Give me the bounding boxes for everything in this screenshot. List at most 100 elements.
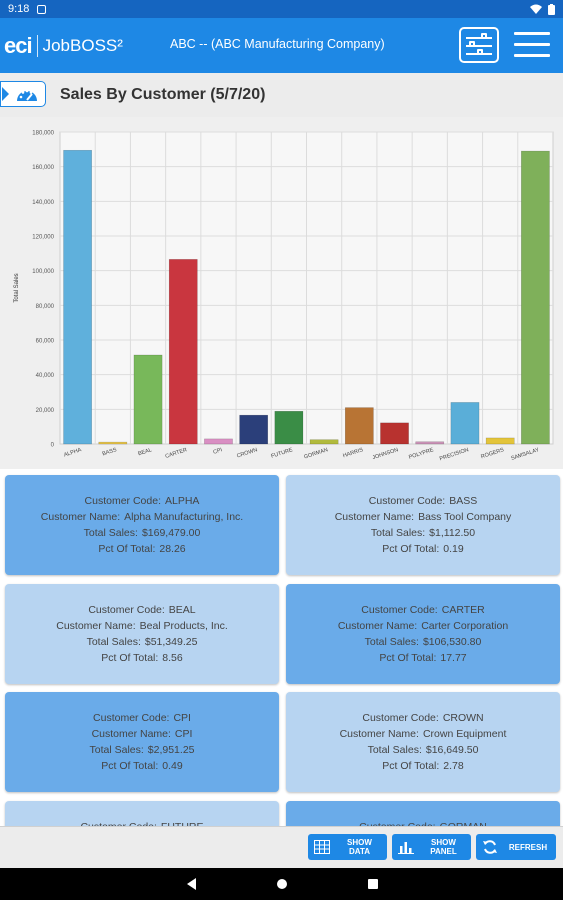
app-logo: eci JobBOSS² (0, 33, 123, 59)
card-line-code: Customer Code: ALPHA (5, 495, 279, 507)
show-panel-label-1: SHOW (431, 838, 456, 847)
card-value-code: CROWN (442, 712, 484, 724)
show-panel-label-2: PANEL (430, 847, 457, 856)
bar-chart-icon (398, 842, 414, 854)
card-value-name: Bass Tool Company (418, 511, 512, 523)
card-value-pct: 2.78 (443, 760, 464, 772)
dashboard-toggle-button[interactable] (0, 81, 46, 107)
customer-card[interactable]: Customer Code: CARTER Customer Name: Carter… (286, 583, 560, 684)
customer-card[interactable]: Customer Code: BASS Customer Name: Bass Too… (286, 475, 560, 575)
bar-samsalay (521, 150, 550, 445)
card-value-name: Crown Equipment (422, 728, 507, 740)
slider-knob-icon (477, 49, 483, 55)
customer-card[interactable]: Customer Code:GORMANCustomer Name:Total … (286, 800, 560, 827)
customer-card[interactable]: Customer Code: ALPHA Customer Name: Alpha M… (5, 475, 279, 575)
customer-card[interactable]: Customer Code: BEAL Customer Name: Beal Pro… (5, 583, 279, 684)
x-tick-label: BASS (102, 447, 118, 457)
card-line-sales: Total Sales: $51,349.25 (5, 636, 279, 648)
y-tick-label: 140,000 (32, 200, 54, 206)
show-data-button[interactable]: SHOW DATA (308, 834, 387, 860)
sub-header: Sales By Customer (5/7/20) (0, 73, 563, 117)
card-value-code: CARTER (441, 603, 485, 616)
card-label-code: Customer Code: (362, 712, 439, 724)
bar-harris (344, 407, 374, 445)
y-tick-label: 80,000 (36, 304, 55, 310)
card-label-code: Customer Code: (368, 495, 446, 507)
logo-eci: eci (4, 32, 33, 58)
logo-jobboss: JobBOSS² (42, 35, 123, 55)
card-line-sales: Total Sales: $106,530.80 (286, 636, 560, 648)
y-tick-label: 160,000 (32, 165, 54, 171)
card-label-pct: Pct Of Total: (101, 651, 159, 664)
card-label-pct: Pct Of Total: (379, 651, 437, 664)
card-label-code: Customer Code: (88, 603, 165, 616)
card-label-name: Customer Name: (337, 619, 418, 632)
sales-chart: 0 20,000 40,000 60,000 80,000 100,000 120,000 1… (0, 117, 563, 469)
card-value-name: Beal Products, Inc. (139, 619, 228, 632)
status-bar: 9:18 (0, 0, 563, 18)
show-panel-button[interactable]: SHOW PANEL (392, 834, 471, 860)
card-line-name: Customer Name: Beal Products, Inc. (5, 620, 279, 632)
card-line-name: Customer Name: Bass Tool Company (286, 511, 560, 523)
customer-card[interactable]: Customer Code:FUTURECustomer Name:Total … (5, 800, 279, 826)
card-value-code: ALPHA (165, 495, 200, 507)
x-tick-label: HARRIS (342, 447, 364, 459)
card-value-code: CPI (173, 712, 191, 724)
menu-line-icon (514, 54, 550, 57)
card-label-code: Customer Code: (359, 821, 435, 827)
bar-bass (98, 441, 128, 445)
card-label-code: Customer Code: (93, 712, 170, 724)
card-line-name: Customer Name: Carter Corporation (286, 620, 560, 632)
x-tick-label: BEAL (137, 447, 152, 457)
recents-icon[interactable] (368, 879, 378, 889)
y-axis-label: Total Sales (14, 273, 20, 302)
card-label-sales: Total Sales: (86, 635, 141, 648)
hamburger-menu-button[interactable] (514, 32, 550, 58)
card-label-sales: Total Sales: (367, 744, 422, 756)
slider-knob-icon (481, 33, 487, 39)
slider-knob-icon (469, 41, 475, 47)
x-tick-label: JOHNSON (372, 447, 399, 461)
x-tick-label: GORMAN (303, 447, 328, 460)
card-label-sales: Total Sales: (364, 635, 419, 648)
card-line-pct: Pct Of Total: 0.49 (5, 760, 279, 772)
company-title: ABC -- (ABC Manufacturing Company) (170, 37, 385, 51)
bar-gorman (309, 439, 339, 445)
card-value-code: GORMAN (440, 821, 487, 827)
footer-toolbar: SHOW DATA SHOW PANEL REFRESH (0, 826, 563, 868)
x-tick-label: CARTER (165, 447, 188, 460)
card-label-sales: Total Sales: (83, 527, 138, 539)
card-line-pct: Pct Of Total: 0.19 (286, 543, 560, 555)
card-line-code: Customer Code: BASS (286, 495, 560, 507)
battery-icon (548, 3, 555, 15)
customer-card[interactable]: Customer Code: CPI Customer Name: CPI Total … (5, 692, 279, 792)
card-label-name: Customer Name: (91, 728, 171, 740)
x-tick-label: CPI (213, 447, 224, 456)
x-tick-label: FUTURE (270, 447, 293, 460)
card-line-pct: Pct Of Total: 8.56 (5, 652, 279, 664)
card-value-name: CPI (174, 728, 193, 740)
settings-sliders-button[interactable] (459, 27, 499, 63)
refresh-button[interactable]: REFRESH (476, 834, 556, 860)
y-tick-label: 100,000 (32, 269, 54, 275)
card-value-name: Alpha Manufacturing, Inc. (124, 511, 244, 523)
card-label-pct: Pct Of Total: (382, 760, 440, 772)
card-value-sales: $2,951.25 (147, 744, 195, 756)
card-value-pct: 17.77 (440, 651, 467, 664)
bar-chart-svg: 0 20,000 40,000 60,000 80,000 100,000 120,000 1… (14, 131, 554, 462)
customer-card[interactable]: Customer Code: CROWN Customer Name: Crown E… (286, 692, 560, 792)
card-label-name: Customer Name: (56, 619, 136, 632)
card-line-code: Customer Code: BEAL (5, 604, 279, 616)
x-tick-label: ALPHA (63, 447, 82, 458)
home-icon[interactable] (277, 879, 287, 889)
back-icon[interactable] (187, 878, 196, 890)
card-line-code: Customer Code: GORMAN (286, 821, 560, 827)
bar-crown (239, 414, 269, 445)
page-title: Sales By Customer (5/7/20) (60, 86, 266, 103)
refresh-label: REFRESH (508, 842, 548, 852)
card-label-name: Customer Name: (40, 511, 121, 523)
card-value-code: BEAL (168, 603, 196, 616)
customer-cards-list[interactable]: Customer Code: ALPHA Customer Name: Alpha M… (0, 469, 563, 826)
card-label-pct: Pct Of Total: (98, 543, 156, 555)
x-tick-label: CROWN (236, 447, 258, 459)
